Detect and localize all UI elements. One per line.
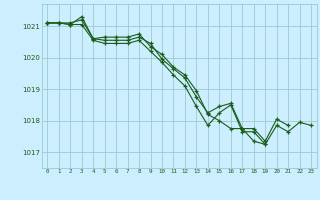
- Text: Graphe pression niveau de la mer (hPa): Graphe pression niveau de la mer (hPa): [72, 186, 248, 196]
